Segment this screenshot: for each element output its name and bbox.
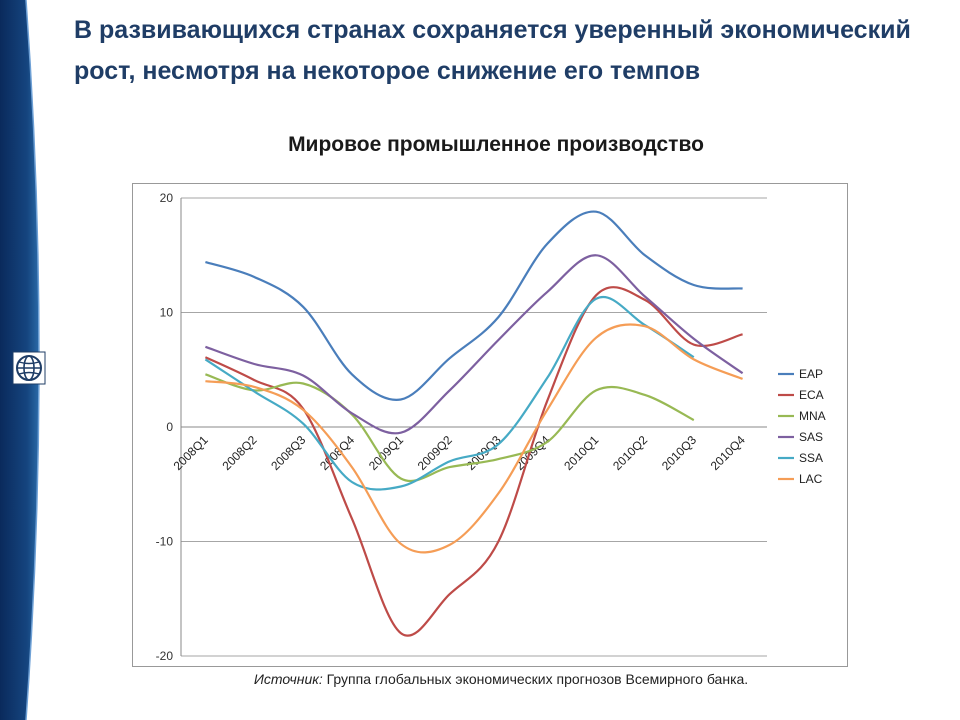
globe-icon: [12, 351, 46, 385]
x-tick-label: 2008Q2: [219, 433, 259, 473]
x-tick-label: 2009Q4: [512, 433, 552, 473]
chart-area: 20 10 0 -10 -20 2008Q1 2008Q2 2008Q3 2008Q4 2009Q…: [132, 183, 848, 667]
x-tick-label: 2010Q4: [708, 433, 748, 473]
series-line-eap: [205, 210, 743, 401]
source-text: Группа глобальных экономических прогнозо…: [322, 671, 749, 687]
legend-label-ssa: SSA: [799, 451, 823, 465]
y-tick-label: -20: [156, 649, 174, 663]
source-label: Источник:: [253, 671, 323, 687]
x-tick-label: 2008Q3: [268, 433, 308, 473]
x-tick-label: 2010Q1: [561, 433, 601, 473]
source-note: Источник: Группа глобальных экономически…: [0, 671, 960, 687]
legend-label-mna: MNA: [799, 409, 826, 423]
slide-title: В развивающихся странах сохраняется увер…: [74, 16, 911, 85]
y-tick-label: -10: [156, 535, 174, 549]
x-tick-label: 2008Q1: [171, 433, 211, 473]
series-line-sas: [205, 254, 744, 435]
series-line-ssa: [204, 295, 695, 491]
legend-label-sas: SAS: [799, 430, 823, 444]
x-tick-label: 2010Q2: [610, 433, 650, 473]
y-tick-label: 20: [160, 191, 174, 205]
legend-label-lac: LAC: [799, 472, 823, 486]
series-line-lac: [205, 323, 743, 554]
chart-title: Мировое промышленное производство: [288, 133, 704, 156]
x-tick-label: 2010Q3: [659, 433, 699, 473]
legend-label-eca: ECA: [799, 388, 824, 402]
series-line-mna: [205, 373, 695, 482]
legend-label-eap: EAP: [799, 367, 823, 381]
y-tick-label: 10: [160, 306, 174, 320]
y-tick-label: 0: [166, 420, 173, 434]
x-tick-label: 2009Q1: [366, 433, 406, 473]
